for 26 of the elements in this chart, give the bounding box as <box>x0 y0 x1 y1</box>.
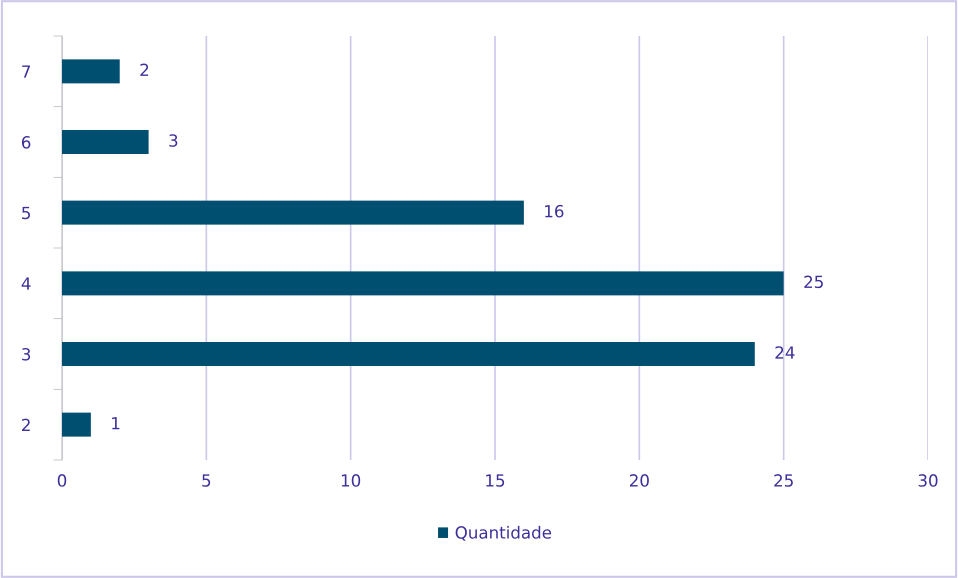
data-label: 3 <box>169 134 178 147</box>
legend-label: Quantidade <box>456 526 552 541</box>
x-tick-label: 15 <box>486 474 504 487</box>
data-label: 24 <box>775 346 795 359</box>
bar <box>62 200 524 225</box>
y-tick-label: 2 <box>22 418 30 431</box>
data-label: 25 <box>804 276 823 288</box>
x-tick-label: 0 <box>58 474 66 487</box>
x-tick-label: 5 <box>202 474 210 487</box>
x-tick-label: 20 <box>630 474 649 487</box>
x-tick-label: 25 <box>774 474 793 487</box>
y-tick-label: 7 <box>22 66 30 78</box>
bar <box>62 342 755 366</box>
data-label: 2 <box>140 64 148 76</box>
x-tick-label: 10 <box>342 474 360 487</box>
bar <box>62 271 784 296</box>
y-tick-label: 5 <box>22 206 30 220</box>
y-tick-label: 4 <box>22 278 31 290</box>
bar <box>62 130 149 154</box>
bar <box>62 412 91 437</box>
bar <box>62 59 120 84</box>
x-tick-label: 30 <box>918 474 938 487</box>
data-label: 1 <box>112 417 120 430</box>
y-tick-label: 3 <box>22 348 30 361</box>
data-label: 16 <box>545 204 564 218</box>
y-tick-label: 6 <box>22 136 30 149</box>
